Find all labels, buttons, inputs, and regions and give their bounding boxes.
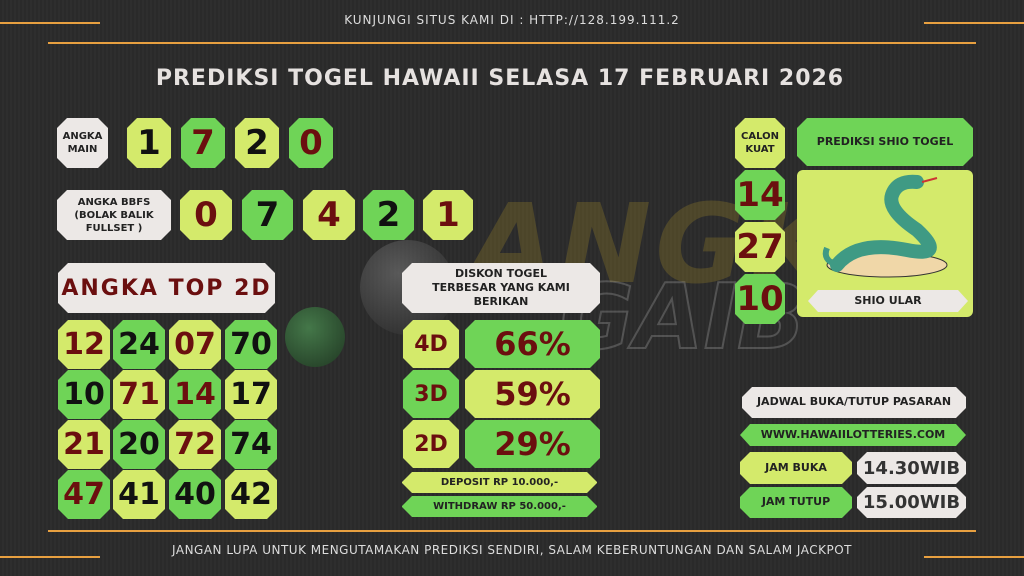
diskon-type: 4D bbox=[403, 320, 459, 368]
diskon-type: 3D bbox=[403, 370, 459, 418]
billiard-ball-icon bbox=[285, 307, 345, 367]
top2d-number: 12 bbox=[58, 320, 110, 369]
top2d-label: ANGKA TOP 2D bbox=[58, 263, 275, 313]
bbfs-digit: 7 bbox=[242, 190, 293, 240]
footer-text: JANGAN LUPA UNTUK MENGUTAMAKAN PREDIKSI … bbox=[172, 543, 852, 557]
top2d-number: 07 bbox=[169, 320, 221, 369]
website-link[interactable]: WWW.HAWAIILOTTERIES.COM bbox=[740, 424, 966, 446]
diskon-value: 29% bbox=[465, 420, 600, 468]
diskon-type: 2D bbox=[403, 420, 459, 468]
top2d-number: 14 bbox=[169, 370, 221, 419]
top2d-number: 10 bbox=[58, 370, 110, 419]
top2d-number: 42 bbox=[225, 470, 277, 519]
divider bbox=[48, 530, 976, 532]
jam-buka-value: 14.30WIB bbox=[857, 452, 966, 484]
jam-buka-label: JAM BUKA bbox=[740, 452, 852, 484]
divider bbox=[924, 22, 1024, 24]
shio-name: SHIO ULAR bbox=[808, 290, 968, 312]
top2d-number: 21 bbox=[58, 420, 110, 469]
deposit-info: DEPOSIT RP 10.000,- bbox=[402, 472, 597, 493]
divider bbox=[0, 556, 100, 558]
top2d-number: 20 bbox=[113, 420, 165, 469]
jam-tutup-label: JAM TUTUP bbox=[740, 487, 852, 518]
top2d-number: 24 bbox=[113, 320, 165, 369]
top2d-number: 41 bbox=[113, 470, 165, 519]
diskon-value: 66% bbox=[465, 320, 600, 368]
bbfs-label: ANGKA BBFS (BOLAK BALIK FULLSET ) bbox=[57, 190, 171, 240]
bbfs-digit: 0 bbox=[180, 190, 232, 240]
bbfs-digit: 1 bbox=[423, 190, 473, 240]
calon-kuat-number: 14 bbox=[735, 170, 785, 220]
bbfs-digit: 2 bbox=[363, 190, 414, 240]
divider bbox=[0, 22, 100, 24]
jam-tutup-value: 15.00WIB bbox=[857, 487, 966, 518]
angka-main-digit: 7 bbox=[181, 118, 225, 168]
shio-header: PREDIKSI SHIO TOGEL bbox=[797, 118, 973, 166]
visit-site-text: KUNJUNGI SITUS KAMI DI : HTTP://128.199.… bbox=[344, 13, 680, 27]
jadwal-label: JADWAL BUKA/TUTUP PASARAN bbox=[742, 387, 966, 418]
calon-kuat-number: 27 bbox=[735, 222, 785, 272]
calon-kuat-number: 10 bbox=[735, 274, 785, 324]
top2d-number: 47 bbox=[58, 470, 110, 519]
divider bbox=[924, 556, 1024, 558]
angka-main-digit: 1 bbox=[127, 118, 171, 168]
angka-main-label: ANGKA MAIN bbox=[57, 118, 108, 168]
angka-main-digit: 2 bbox=[235, 118, 279, 168]
top2d-number: 17 bbox=[225, 370, 277, 419]
shio-panel: SHIO ULAR bbox=[797, 170, 973, 317]
withdraw-info: WITHDRAW RP 50.000,- bbox=[402, 496, 597, 517]
divider bbox=[48, 42, 976, 44]
top2d-number: 74 bbox=[225, 420, 277, 469]
top2d-number: 40 bbox=[169, 470, 221, 519]
diskon-value: 59% bbox=[465, 370, 600, 418]
bbfs-digit: 4 bbox=[303, 190, 355, 240]
angka-main-digit: 0 bbox=[289, 118, 333, 168]
top2d-number: 71 bbox=[113, 370, 165, 419]
calon-kuat-label: CALON KUAT bbox=[735, 118, 785, 168]
top2d-number: 70 bbox=[225, 320, 277, 369]
diskon-label: DISKON TOGEL TERBESAR YANG KAMI BERIKAN bbox=[402, 263, 600, 313]
snake-icon bbox=[822, 174, 948, 278]
page-title: PREDIKSI TOGEL HAWAII SELASA 17 FEBRUARI… bbox=[155, 66, 845, 91]
top2d-number: 72 bbox=[169, 420, 221, 469]
